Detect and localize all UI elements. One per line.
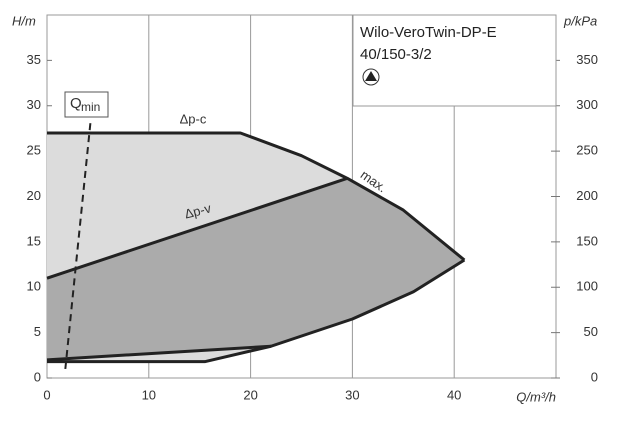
curve (47, 258, 466, 364)
y2-tick-label: 350 (576, 52, 598, 67)
y-tick-label: 30 (27, 97, 41, 112)
y2-tick-label: 100 (576, 279, 598, 294)
y2-tick-label: 250 (576, 143, 598, 158)
curve (46, 176, 348, 280)
annotation: Δp-c (180, 111, 207, 126)
title-box (352, 14, 557, 107)
y-tick-label: 25 (27, 143, 41, 158)
logo-triangle (365, 71, 377, 81)
qmin-line (64, 119, 92, 370)
x-tick-label: 20 (243, 387, 257, 402)
y-tick-label: 10 (27, 279, 41, 294)
x-tick-label: 0 (43, 387, 50, 402)
curve (46, 344, 272, 362)
annotation: min (81, 100, 100, 114)
y2-tick-label: 300 (576, 97, 598, 112)
x-tick-label: 10 (142, 387, 156, 402)
y2-tick-label: 50 (584, 324, 598, 339)
y2-tick-label: 150 (576, 233, 598, 248)
y-tick-label: 15 (27, 233, 41, 248)
annotation: Δp-v (183, 200, 213, 221)
y-tick-label: 0 (34, 369, 41, 384)
qmin-box (64, 91, 109, 118)
x-tick-label: 30 (345, 387, 359, 402)
y2-axis-label: p/kPa (563, 13, 597, 28)
y-tick-label: 35 (27, 52, 41, 67)
annotation: Q (70, 95, 82, 112)
y-tick-label: 20 (27, 188, 41, 203)
chart-subtitle: 40/150-3/2 (360, 46, 432, 63)
y-axis-label: H/m (12, 13, 36, 28)
y-tick-label: 5 (34, 324, 41, 339)
y2-tick-label: 0 (591, 369, 598, 384)
chart-title: Wilo-VeroTwin-DP-E (360, 24, 497, 41)
x-tick-label: 40 (447, 387, 461, 402)
x-axis-label: Q/m³/h (516, 389, 556, 404)
curve (47, 131, 466, 262)
y2-tick-label: 200 (576, 188, 598, 203)
